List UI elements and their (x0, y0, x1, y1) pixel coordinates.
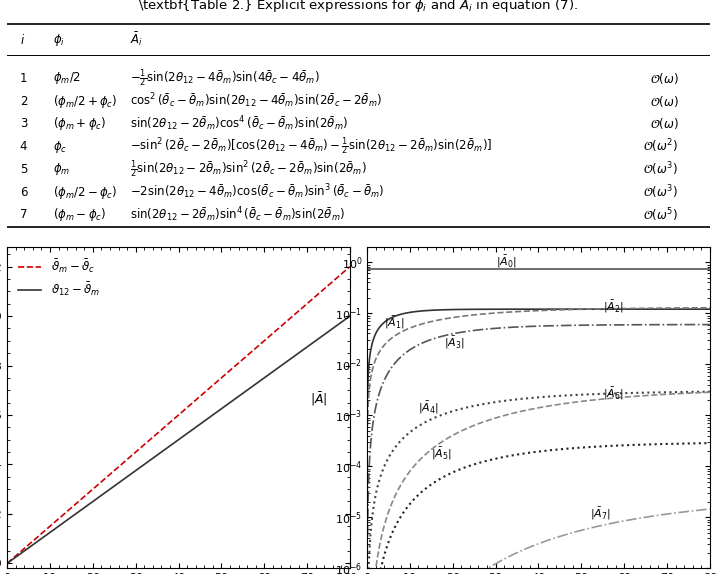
Text: $|\bar{A}_6|$: $|\bar{A}_6|$ (603, 386, 624, 402)
Text: $\frac{1}{2}\sin(2\theta_{12}-2\bar{\theta}_m)\sin^2(2\bar{\theta}_c-2\bar{\thet: $\frac{1}{2}\sin(2\theta_{12}-2\bar{\the… (130, 158, 367, 180)
Text: $\bar{A}_i$: $\bar{A}_i$ (130, 31, 143, 48)
Text: $|\bar{A}_4|$: $|\bar{A}_4|$ (419, 400, 440, 416)
Text: 4: 4 (20, 140, 27, 153)
Text: $\phi_m$: $\phi_m$ (53, 161, 70, 177)
Text: $\phi_c$: $\phi_c$ (53, 138, 67, 154)
Y-axis label: $|\bar{A}|$: $|\bar{A}|$ (310, 390, 327, 408)
Text: $(\phi_m/2+\phi_c)$: $(\phi_m/2+\phi_c)$ (53, 92, 118, 110)
Text: $\cos^2(\bar{\theta}_c-\bar{\theta}_m)\sin(2\theta_{12}-4\bar{\theta}_m)\sin(2\b: $\cos^2(\bar{\theta}_c-\bar{\theta}_m)\s… (130, 92, 382, 110)
Text: 2: 2 (20, 95, 27, 107)
Text: $|\bar{A}_1|$: $|\bar{A}_1|$ (384, 315, 405, 331)
Text: $\mathcal{O}(\omega^2)$: $\mathcal{O}(\omega^2)$ (643, 138, 678, 156)
Text: $\mathcal{O}(\omega^5)$: $\mathcal{O}(\omega^5)$ (643, 206, 678, 224)
Text: 6: 6 (20, 185, 27, 199)
Text: $(\phi_m-\phi_c)$: $(\phi_m-\phi_c)$ (53, 206, 106, 223)
Text: $\phi_i$: $\phi_i$ (53, 32, 65, 48)
Text: $|\bar{A}_0|$: $|\bar{A}_0|$ (495, 254, 516, 270)
Text: \textbf{Table 2.} Explicit expressions for $\phi_i$ and $\bar{A}_i$ in equation : \textbf{Table 2.} Explicit expressions f… (138, 0, 579, 15)
Text: $|\bar{A}_7|$: $|\bar{A}_7|$ (590, 506, 611, 522)
Text: $(\phi_m/2-\phi_c)$: $(\phi_m/2-\phi_c)$ (53, 184, 118, 200)
Text: 1: 1 (20, 72, 27, 85)
Text: $\mathcal{O}(\omega)$: $\mathcal{O}(\omega)$ (650, 94, 678, 108)
Text: $\sin(2\theta_{12}-2\bar{\theta}_m)\sin^4(\bar{\theta}_c-\bar{\theta}_m)\sin(2\b: $\sin(2\theta_{12}-2\bar{\theta}_m)\sin^… (130, 205, 346, 224)
Text: 7: 7 (20, 208, 27, 222)
Text: $\mathcal{O}(\omega)$: $\mathcal{O}(\omega)$ (650, 117, 678, 131)
Text: $|\bar{A}_5|$: $|\bar{A}_5|$ (432, 445, 452, 461)
Text: $|\bar{A}_3|$: $|\bar{A}_3|$ (445, 335, 465, 351)
Text: $|\bar{A}_2|$: $|\bar{A}_2|$ (603, 298, 624, 315)
Text: 3: 3 (20, 117, 27, 130)
Text: $\mathcal{O}(\omega)$: $\mathcal{O}(\omega)$ (650, 71, 678, 86)
Text: 5: 5 (20, 163, 27, 176)
Text: $-\frac{1}{2}\sin(2\theta_{12}-4\bar{\theta}_m)\sin(4\bar{\theta}_c-4\bar{\theta: $-\frac{1}{2}\sin(2\theta_{12}-4\bar{\th… (130, 67, 320, 89)
Text: $\phi_m/2$: $\phi_m/2$ (53, 70, 81, 86)
Text: $-\sin^2(2\bar{\theta}_c-2\bar{\theta}_m)[\cos(2\theta_{12}-4\bar{\theta}_m)-\fr: $-\sin^2(2\bar{\theta}_c-2\bar{\theta}_m… (130, 135, 493, 157)
Text: $(\phi_m+\phi_c)$: $(\phi_m+\phi_c)$ (53, 115, 106, 132)
Text: $\sin(2\theta_{12}-2\bar{\theta}_m)\cos^4(\bar{\theta}_c-\bar{\theta}_m)\sin(2\b: $\sin(2\theta_{12}-2\bar{\theta}_m)\cos^… (130, 115, 348, 133)
Text: $\mathcal{O}(\omega^3)$: $\mathcal{O}(\omega^3)$ (643, 183, 678, 201)
Text: $i$: $i$ (20, 33, 25, 46)
Text: $-2\sin(2\theta_{12}-4\bar{\theta}_m)\cos(\bar{\theta}_c-\bar{\theta}_m)\sin^3(\: $-2\sin(2\theta_{12}-4\bar{\theta}_m)\co… (130, 183, 384, 201)
Legend: $\bar{\vartheta}_m - \bar{\vartheta}_c$, $\vartheta_{12} - \bar{\vartheta}_m$: $\bar{\vartheta}_m - \bar{\vartheta}_c$,… (13, 253, 105, 303)
Text: $\mathcal{O}(\omega^3)$: $\mathcal{O}(\omega^3)$ (643, 161, 678, 178)
